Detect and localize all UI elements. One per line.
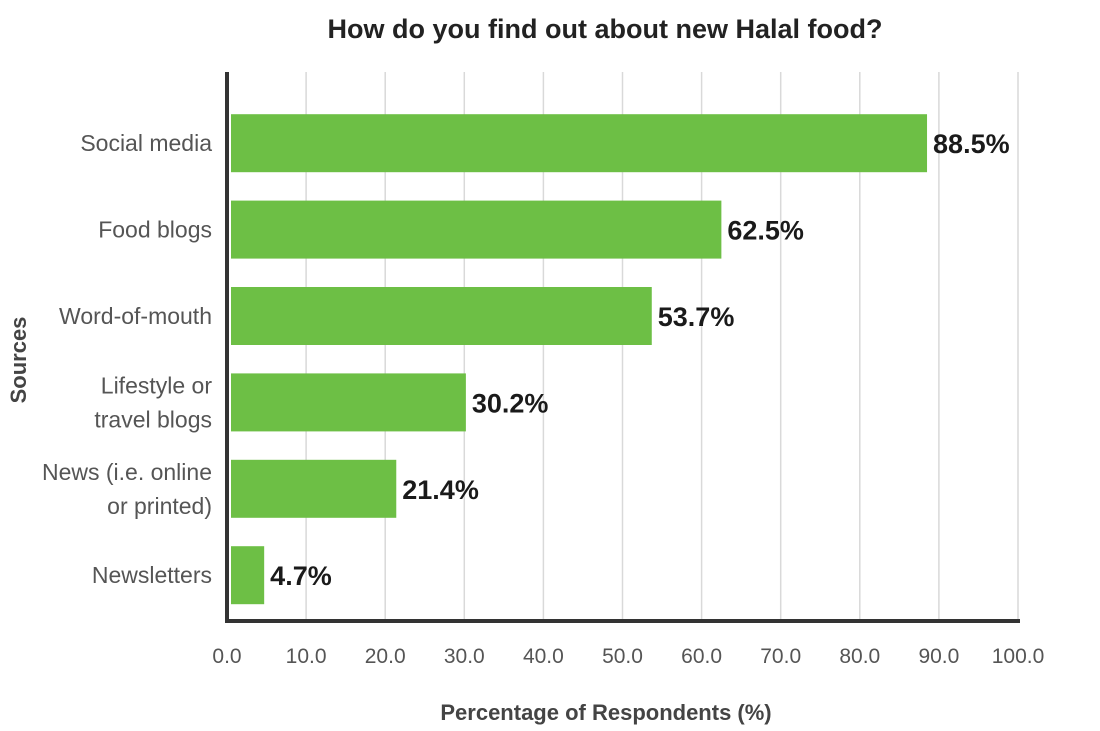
data-label: 4.7% bbox=[270, 561, 332, 591]
x-tick-label: 90.0 bbox=[918, 645, 959, 668]
category-label-line: travel blogs bbox=[94, 406, 212, 432]
category-label: Newsletters bbox=[92, 562, 212, 588]
data-label: 88.5% bbox=[933, 129, 1010, 159]
category-label: Lifestyle or travel blogs bbox=[94, 372, 212, 432]
y-axis-title: Sources bbox=[6, 317, 31, 404]
bars bbox=[231, 114, 928, 605]
data-label: 62.5% bbox=[727, 216, 804, 246]
category-label-line: Food blogs bbox=[98, 217, 212, 243]
category-label-line: Word-of-mouth bbox=[59, 303, 212, 329]
x-tick-label: 10.0 bbox=[286, 645, 327, 668]
category-label: News (i.e. online or printed) bbox=[42, 459, 212, 519]
category-label-line: Lifestyle or bbox=[101, 372, 213, 398]
data-label: 21.4% bbox=[402, 475, 479, 505]
x-tick-label: 100.0 bbox=[992, 645, 1045, 668]
category-label: Food blogs bbox=[98, 217, 212, 243]
bar bbox=[231, 114, 928, 173]
x-tick-label: 30.0 bbox=[444, 645, 485, 668]
category-label: Social media bbox=[80, 130, 212, 156]
x-tick-label: 0.0 bbox=[212, 645, 241, 668]
x-tick-label: 60.0 bbox=[681, 645, 722, 668]
data-label: 30.2% bbox=[472, 388, 549, 418]
x-tick-label: 20.0 bbox=[365, 645, 406, 668]
x-tick-label: 70.0 bbox=[760, 645, 801, 668]
bar bbox=[231, 200, 722, 259]
x-axis-title: Percentage of Respondents (%) bbox=[440, 700, 771, 725]
category-label-line: or printed) bbox=[107, 493, 212, 519]
labels: 0.0 10.0 20.0 30.0 40.0 50.0 60.0 70.0 80.0 90.0 1… bbox=[42, 129, 1044, 668]
bar bbox=[231, 459, 397, 518]
category-label-line: Newsletters bbox=[92, 562, 212, 588]
category-label: Word-of-mouth bbox=[59, 303, 212, 329]
bar bbox=[231, 373, 466, 432]
category-label-line: News (i.e. online bbox=[42, 459, 212, 485]
bar bbox=[231, 287, 652, 345]
category-label-line: Social media bbox=[80, 130, 212, 156]
x-tick-label: 40.0 bbox=[523, 645, 564, 668]
bar bbox=[231, 546, 265, 605]
data-label: 53.7% bbox=[658, 302, 735, 332]
x-tick-label: 50.0 bbox=[602, 645, 643, 668]
axes bbox=[225, 72, 1020, 623]
chart-title: How do you find out about new Halal food… bbox=[328, 14, 883, 44]
x-tick-label: 80.0 bbox=[839, 645, 880, 668]
